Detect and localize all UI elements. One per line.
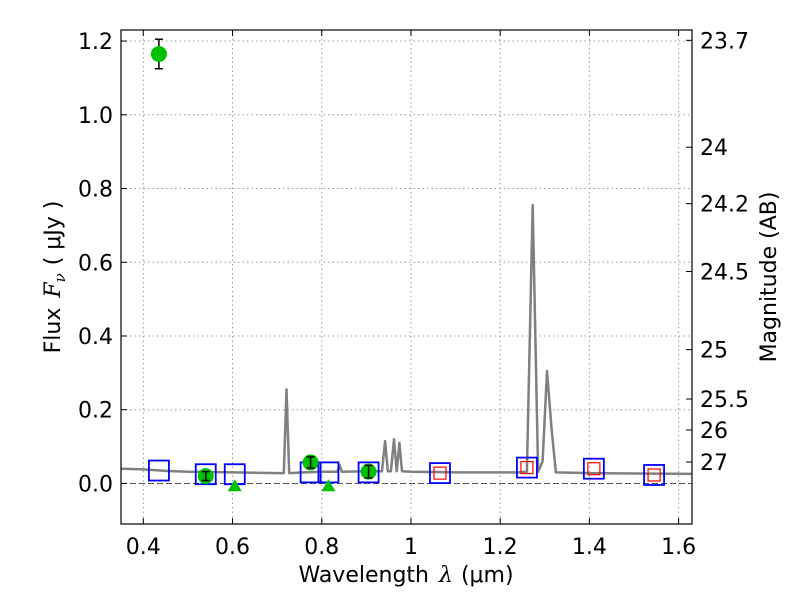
x-tick-label: 1.6 <box>661 535 696 560</box>
magnitude-axis-ticks: 23.7 24 24.2 24.5 25 25.5 26 27 <box>686 29 749 476</box>
x-axis-title: Wavelength λ (μm) <box>298 563 513 588</box>
magnitude-tick-label: 26 <box>700 419 728 444</box>
magnitude-tick-label: 25.5 <box>700 388 749 413</box>
data-marks <box>148 38 665 492</box>
y-axis-ticks: 0.0 0.2 0.4 0.6 0.8 1.0 1.2 <box>78 30 127 497</box>
blue-square-point <box>148 459 170 482</box>
spectrum-line <box>121 203 692 476</box>
x-tick-label: 0.8 <box>304 535 339 560</box>
green-triangle-point <box>227 479 242 492</box>
blue-square-point <box>429 462 451 485</box>
x-tick-label: 1.2 <box>483 535 518 560</box>
y-tick-label: 0.0 <box>78 472 113 497</box>
blue-square-point <box>194 463 217 486</box>
red-square-point <box>647 468 661 482</box>
green-circle-point <box>150 45 167 62</box>
blue-square-point <box>516 456 538 479</box>
blue-square-point <box>357 461 380 484</box>
magnitude-axis-title: Magnitude (AB) <box>757 192 782 363</box>
y-tick-label: 0.8 <box>78 178 113 203</box>
magnitude-tick-label: 27 <box>700 451 728 476</box>
red-square-point <box>433 466 447 480</box>
x-tick-label: 1.4 <box>572 535 607 560</box>
x-tick-label: 0.6 <box>215 535 250 560</box>
blue-square-point <box>643 464 665 486</box>
x-tick-label: 1 <box>404 535 418 560</box>
magnitude-tick-label: 24.2 <box>700 193 749 218</box>
y-tick-label: 0.6 <box>78 251 113 276</box>
y-tick-label: 0.2 <box>78 399 113 424</box>
x-tick-label: 0.4 <box>126 535 161 560</box>
y-tick-label: 0.4 <box>78 325 113 350</box>
y-tick-label: 1.0 <box>78 104 113 129</box>
magnitude-tick-label: 23.7 <box>700 29 749 54</box>
model-spectrum <box>121 203 692 476</box>
plot-frame <box>120 29 693 525</box>
magnitude-tick-label: 24 <box>700 136 728 161</box>
red-square-point <box>587 462 601 476</box>
red-square-point <box>520 460 534 475</box>
green-triangle-point <box>321 479 336 492</box>
magnitude-tick-label: 25 <box>700 339 728 364</box>
plot-area <box>121 30 692 524</box>
blue-square-point <box>582 457 605 480</box>
x-axis-ticks: 0.4 0.6 0.8 1 1.2 1.4 1.6 <box>126 30 696 560</box>
y-tick-label: 1.2 <box>78 30 113 55</box>
y-axis-title: FluxFν( μJy ) <box>41 201 69 354</box>
magnitude-tick-label: 24.5 <box>700 260 749 285</box>
